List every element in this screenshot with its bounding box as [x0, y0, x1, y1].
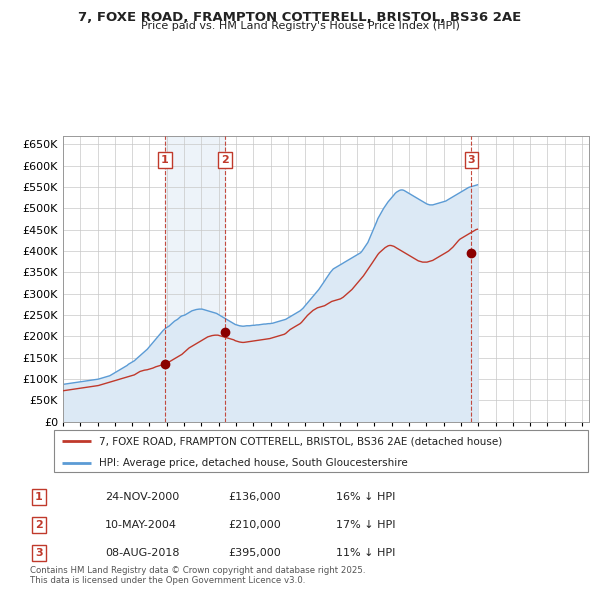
Text: 2: 2 — [35, 520, 43, 530]
Text: 7, FOXE ROAD, FRAMPTON COTTERELL, BRISTOL, BS36 2AE: 7, FOXE ROAD, FRAMPTON COTTERELL, BRISTO… — [79, 11, 521, 24]
Text: £395,000: £395,000 — [228, 548, 281, 558]
Text: 10-MAY-2004: 10-MAY-2004 — [105, 520, 177, 530]
Text: 7, FOXE ROAD, FRAMPTON COTTERELL, BRISTOL, BS36 2AE (detached house): 7, FOXE ROAD, FRAMPTON COTTERELL, BRISTO… — [100, 437, 503, 447]
Text: £136,000: £136,000 — [228, 493, 281, 502]
Text: 2: 2 — [221, 155, 229, 165]
Text: 17% ↓ HPI: 17% ↓ HPI — [336, 520, 395, 530]
Text: 16% ↓ HPI: 16% ↓ HPI — [336, 493, 395, 502]
Text: Contains HM Land Registry data © Crown copyright and database right 2025.
This d: Contains HM Land Registry data © Crown c… — [30, 566, 365, 585]
Text: 1: 1 — [35, 493, 43, 502]
Text: 24-NOV-2000: 24-NOV-2000 — [105, 493, 179, 502]
Bar — [165, 136, 225, 422]
Text: 08-AUG-2018: 08-AUG-2018 — [105, 548, 179, 558]
Text: 11% ↓ HPI: 11% ↓ HPI — [336, 548, 395, 558]
Text: 3: 3 — [35, 548, 43, 558]
Text: £210,000: £210,000 — [228, 520, 281, 530]
Text: HPI: Average price, detached house, South Gloucestershire: HPI: Average price, detached house, Sout… — [100, 458, 408, 468]
Text: 1: 1 — [161, 155, 169, 165]
Text: 3: 3 — [467, 155, 475, 165]
FancyBboxPatch shape — [54, 430, 588, 472]
Text: Price paid vs. HM Land Registry's House Price Index (HPI): Price paid vs. HM Land Registry's House … — [140, 21, 460, 31]
